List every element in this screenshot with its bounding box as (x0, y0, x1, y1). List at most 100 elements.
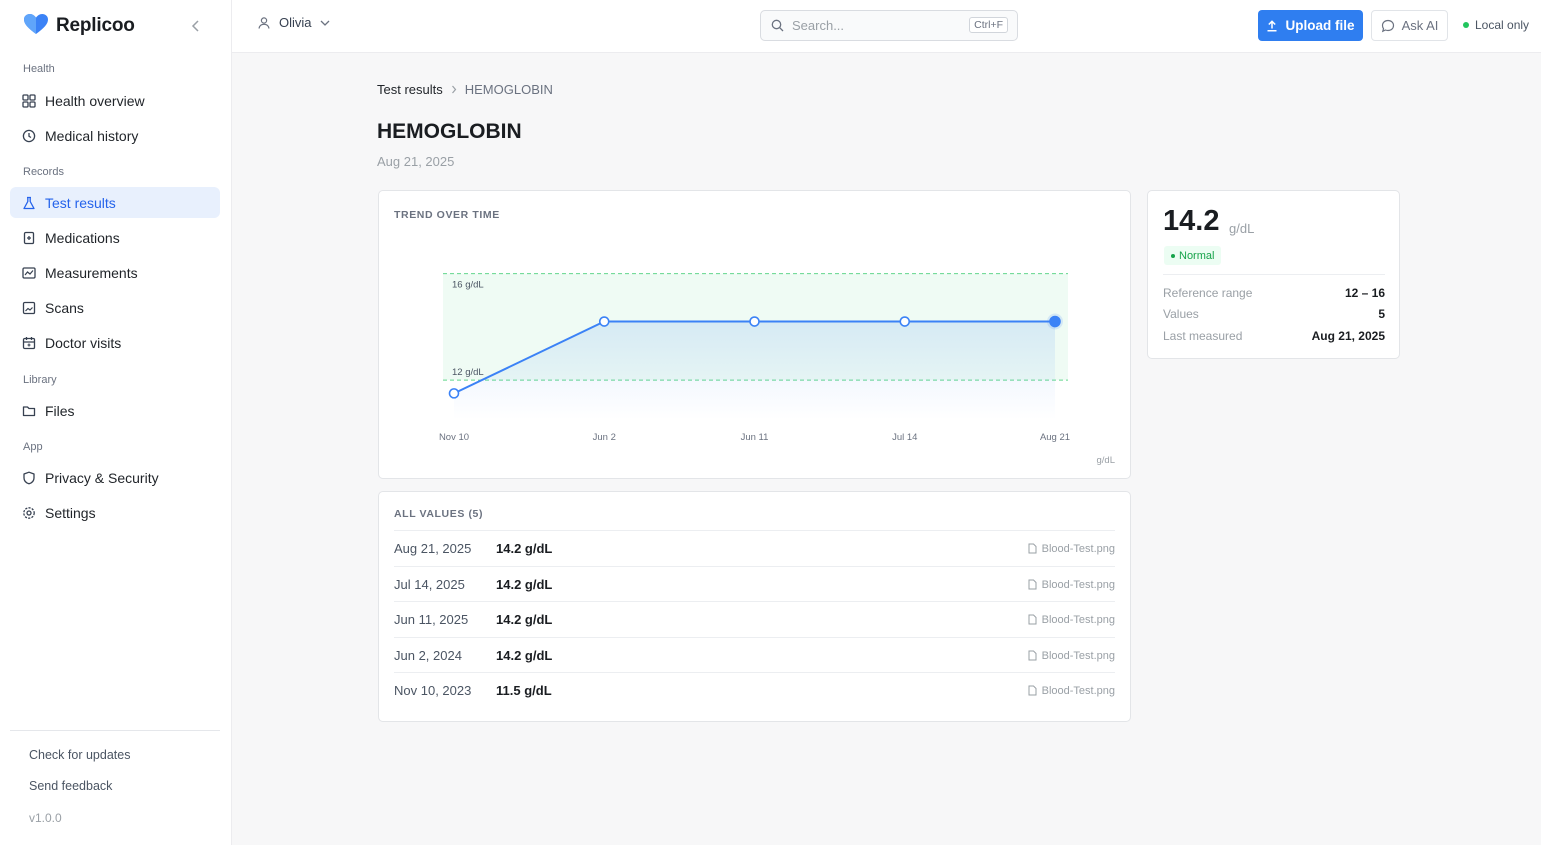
sidebar-item-label: Scans (45, 299, 84, 316)
sidebar-item-doctor-visits[interactable]: Doctor visits (10, 327, 220, 358)
summary-card: 14.2 g/dL Normal Reference range 12 – 16… (1147, 190, 1400, 359)
upload-icon (1267, 19, 1277, 32)
collapse-sidebar-button[interactable] (186, 16, 206, 36)
app-name: Replicoo (56, 15, 135, 36)
row-file-name: Blood-Test.png (1041, 578, 1115, 591)
sidebar-item-privacy-security[interactable]: Privacy & Security (10, 462, 220, 493)
search-box[interactable]: Ctrl+F (760, 10, 1018, 41)
search-input[interactable] (792, 18, 952, 33)
sidebar-item-medications[interactable]: Medications (10, 222, 220, 253)
sidebar-item-label: Doctor visits (45, 334, 122, 351)
sidebar-item-measurements[interactable]: Measurements (10, 257, 220, 288)
sidebar-item-label: Privacy & Security (45, 469, 159, 486)
grid-icon (22, 93, 36, 108)
heart-logo-icon (23, 13, 49, 40)
reference-range-label: Reference range (1163, 286, 1253, 300)
table-row[interactable]: Aug 21, 2025 14.2 g/dL Blood-Test.png (394, 530, 1115, 566)
summary-divider (1163, 274, 1385, 275)
status-badge-label: Normal (1179, 249, 1215, 262)
data-point (1049, 315, 1061, 328)
row-file-link[interactable]: Blood-Test.png (1028, 614, 1115, 626)
sidebar-item-scans[interactable]: Scans (10, 292, 220, 323)
chevron-down-icon (320, 20, 329, 26)
trend-chart: 16 g/dL 12 g/dL Nov 10 Jun 2 Jun 11 Jul 14 Aug… (439, 273, 1115, 466)
row-file-name: Blood-Test.png (1041, 542, 1115, 555)
sidebar-item-health-overview[interactable]: Health overview (10, 85, 220, 116)
row-value: 14.2 g/dL (496, 541, 553, 556)
row-file-name: Blood-Test.png (1041, 649, 1115, 662)
section-label-app: App (23, 441, 43, 453)
data-point (749, 316, 760, 327)
user-icon (258, 16, 270, 29)
table-row[interactable]: Jun 11, 2025 14.2 g/dL Blood-Test.png (394, 601, 1115, 637)
file-icon (1028, 579, 1037, 590)
table-row[interactable]: Jun 2, 2024 14.2 g/dL Blood-Test.png (394, 637, 1115, 673)
sidebar: Replicoo Health Health overview Medical … (0, 0, 232, 845)
file-icon (1028, 614, 1037, 625)
row-file-link[interactable]: Blood-Test.png (1028, 579, 1115, 591)
row-file-name: Blood-Test.png (1041, 613, 1115, 626)
sidebar-item-label: Measurements (45, 264, 138, 281)
reference-range-row: Reference range 12 – 16 (1163, 286, 1385, 300)
row-date: Jul 14, 2025 (394, 577, 465, 592)
reference-high-label: 16 g/dL (452, 280, 484, 291)
search-icon (771, 19, 784, 32)
sidebar-item-label: Files (45, 402, 75, 419)
search-shortcut-badge: Ctrl+F (969, 17, 1008, 33)
send-feedback-link[interactable]: Send feedback (29, 779, 113, 793)
breadcrumb-separator-icon (451, 85, 457, 94)
x-tick-label: Jul 14 (892, 432, 917, 443)
values-count-value: 5 (1378, 307, 1385, 321)
x-tick-label: Jun 2 (593, 432, 616, 443)
row-file-name: Blood-Test.png (1041, 684, 1115, 697)
data-point (448, 388, 460, 399)
ask-ai-label: Ask AI (1401, 18, 1439, 33)
sidebar-item-label: Health overview (45, 92, 145, 109)
section-label-records: Records (23, 166, 64, 178)
sidebar-item-files[interactable]: Files (10, 395, 220, 426)
all-values-card: ALL VALUES (5) Aug 21, 2025 14.2 g/dL Bl… (378, 491, 1131, 722)
row-date: Nov 10, 2023 (394, 683, 472, 698)
data-point (598, 316, 610, 327)
page-date: Aug 21, 2025 (377, 154, 455, 169)
user-name: Olivia (279, 15, 312, 30)
row-value: 11.5 g/dL (496, 683, 552, 698)
sidebar-item-settings[interactable]: Settings (10, 497, 220, 528)
status-dot-icon (1171, 253, 1175, 258)
x-tick-label: Jun 11 (741, 432, 769, 443)
row-file-link[interactable]: Blood-Test.png (1028, 650, 1115, 662)
chart-card-title: TREND OVER TIME (394, 209, 500, 221)
sidebar-item-test-results[interactable]: Test results (10, 187, 220, 218)
top-bar: Olivia Ctrl+F Upload file Ask AI Local o… (232, 0, 1541, 53)
local-only-status: Local only (1463, 18, 1529, 32)
x-tick-label: Aug 21 (1040, 432, 1070, 443)
row-file-link[interactable]: Blood-Test.png (1028, 543, 1115, 555)
clock-icon (22, 129, 36, 142)
upload-file-button[interactable]: Upload file (1258, 10, 1363, 41)
row-value: 14.2 g/dL (496, 612, 553, 627)
shield-icon (23, 471, 35, 484)
file-icon (1028, 650, 1037, 661)
table-row[interactable]: Jul 14, 2025 14.2 g/dL Blood-Test.png (394, 566, 1115, 602)
table-row[interactable]: Nov 10, 2023 11.5 g/dL Blood-Test.png (394, 672, 1115, 708)
local-only-label: Local only (1475, 18, 1530, 32)
sidebar-item-medical-history[interactable]: Medical history (10, 120, 220, 151)
latest-unit: g/dL (1229, 221, 1255, 236)
row-value: 14.2 g/dL (496, 648, 553, 663)
brand[interactable]: Replicoo (23, 13, 135, 39)
last-measured-row: Last measured Aug 21, 2025 (1163, 329, 1385, 343)
latest-value: 14.2 (1163, 205, 1220, 237)
row-file-link[interactable]: Blood-Test.png (1028, 685, 1115, 697)
ask-ai-button[interactable]: Ask AI (1371, 10, 1448, 41)
upload-file-label: Upload file (1285, 18, 1355, 33)
user-menu[interactable]: Olivia (257, 15, 330, 30)
breadcrumb-test-results[interactable]: Test results (377, 82, 443, 97)
gear-icon (23, 506, 35, 519)
status-badge: Normal (1164, 246, 1222, 265)
check-for-updates-link[interactable]: Check for updates (29, 748, 131, 762)
chart-icon (22, 266, 36, 279)
folder-icon (22, 405, 36, 416)
chevron-left-icon (191, 20, 199, 32)
page-title: HEMOGLOBIN (377, 120, 522, 143)
values-count-label: Values (1163, 307, 1199, 321)
